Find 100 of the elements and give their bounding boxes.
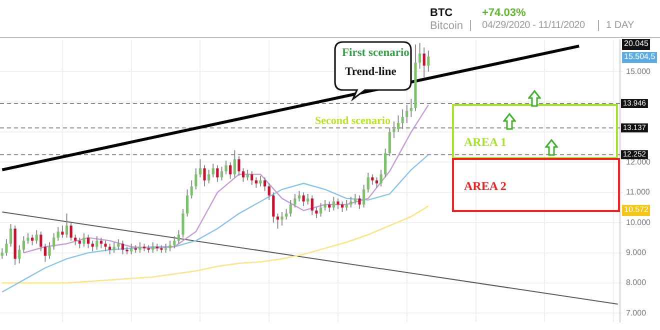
candlestick: [31, 234, 34, 246]
candlestick: [220, 166, 224, 181]
candlestick: [26, 232, 30, 244]
candlestick: [298, 190, 301, 202]
candlestick: [418, 42, 422, 70]
text: 10.572: [622, 205, 650, 216]
text: 1 DAY: [606, 20, 634, 31]
candlestick: [310, 194, 314, 216]
y-tick-label: 10.000: [626, 218, 652, 227]
candlestick: [345, 199, 348, 212]
candlestick: [250, 170, 254, 186]
y-tick-label: 7.000: [626, 308, 647, 318]
candlestick: [224, 160, 228, 175]
candlestick: [177, 230, 180, 244]
y-tick-label: 12.000: [626, 157, 652, 166]
candlestick: [190, 180, 193, 199]
candlestick: [362, 184, 366, 208]
y-tick-label: 11.000: [626, 188, 650, 197]
candlestick: [294, 193, 296, 208]
annotation: AREA 1: [464, 135, 506, 150]
candlestick: [354, 193, 356, 205]
candlestick: [65, 213, 68, 238]
candlestick: [427, 50, 430, 72]
candlestick: [152, 242, 154, 254]
candlestick: [341, 200, 344, 213]
candlestick: [9, 224, 12, 248]
candlestick: [86, 234, 90, 249]
candlestick: [242, 168, 245, 182]
candlestick: [0, 248, 4, 260]
candlestick: [194, 168, 198, 190]
candlestick: [306, 193, 310, 205]
candlestick: [78, 237, 81, 249]
text: 15.504,5: [622, 52, 658, 63]
text: 04/29/2020 - 11/11/2020: [482, 20, 585, 31]
candlestick: [371, 174, 374, 186]
candlestick: [5, 238, 8, 256]
candlestick: [82, 232, 86, 248]
candlestick: [358, 194, 361, 210]
candlestick: [276, 213, 279, 230]
candlestick: [138, 242, 142, 254]
candlestick: [18, 244, 21, 264]
candlestick: [48, 242, 51, 260]
candlestick: [212, 163, 214, 178]
y-tick-label: 15.000: [626, 66, 652, 76]
candlestick: [264, 176, 266, 192]
candlestick: [246, 169, 249, 181]
candlestick: [104, 240, 107, 252]
candlestick: [268, 182, 270, 200]
candlestick: [380, 169, 382, 187]
candlestick: [208, 169, 210, 184]
candlestick: [56, 226, 60, 242]
candlestick: [70, 222, 72, 242]
annotation: Trend-line: [345, 66, 396, 79]
candlestick: [182, 208, 184, 238]
candlestick: [52, 232, 56, 250]
candlestick: [164, 243, 168, 254]
candlestick: [203, 164, 206, 187]
candlestick: [254, 176, 258, 188]
candlestick: [40, 231, 42, 252]
candlestick: [319, 202, 322, 218]
candlestick: [108, 243, 112, 255]
annotation: Second scenario: [315, 115, 390, 128]
chart-title: BTC: [430, 7, 453, 20]
candlestick: [324, 199, 326, 212]
candlestick: [117, 238, 120, 250]
text: 20.045: [622, 39, 650, 50]
candlestick: [302, 192, 305, 206]
candlestick: [35, 230, 38, 244]
candlestick: [336, 198, 340, 210]
candlestick: [328, 200, 331, 213]
candlestick: [186, 188, 189, 218]
y-tick-label: 8.000: [626, 278, 647, 288]
candlestick: [168, 240, 172, 252]
candlestick: [375, 176, 378, 188]
chart-subtitle: Bitcoin: [430, 20, 464, 32]
candlestick: [198, 158, 202, 178]
candlestick: [130, 243, 133, 255]
candlestick: [61, 225, 64, 238]
candlestick: [173, 236, 176, 249]
candlestick: [91, 240, 94, 252]
candlestick: [285, 208, 288, 220]
candlestick: [366, 172, 370, 193]
y-tick-label: 9.000: [626, 248, 647, 257]
candlestick: [332, 196, 335, 212]
annotation: AREA 2: [464, 179, 506, 194]
text: +74.03%: [482, 7, 526, 20]
candlestick: [259, 175, 262, 187]
candlestick: [289, 199, 292, 218]
candlestick: [229, 162, 232, 180]
candlestick: [100, 237, 102, 249]
candlestick: [272, 192, 275, 224]
candlestick: [96, 236, 98, 250]
candlestick: [216, 164, 219, 182]
candlestick: [422, 47, 426, 78]
candlestick: [112, 242, 116, 254]
candlestick: [350, 196, 352, 208]
candlestick: [74, 234, 77, 246]
candlestick: [315, 207, 318, 219]
candlestick: [121, 240, 124, 255]
annotation: First scenario: [342, 47, 410, 60]
